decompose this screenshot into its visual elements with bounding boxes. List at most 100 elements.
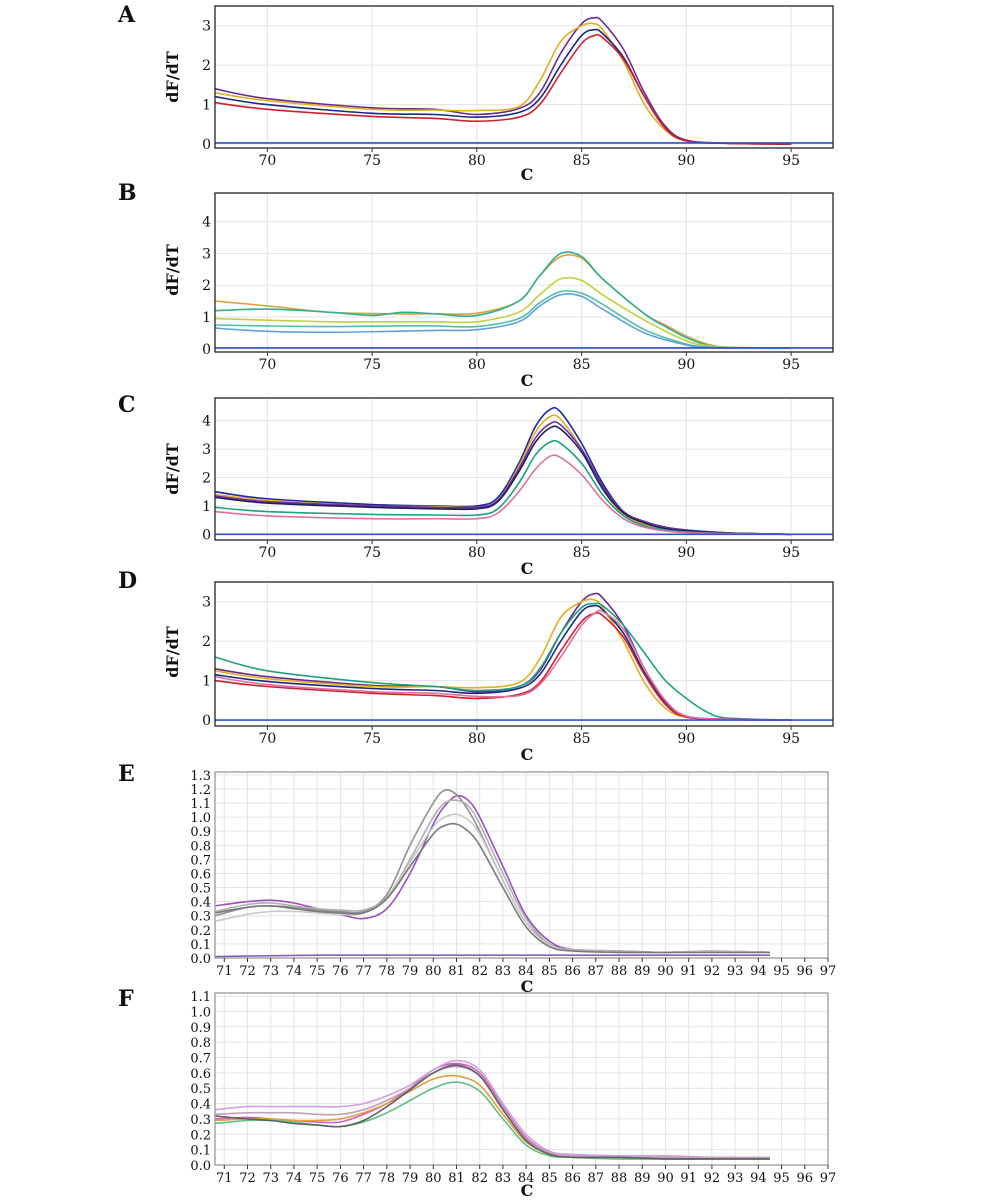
x-tick-label: 78	[379, 964, 396, 979]
y-tick-label: 0	[202, 713, 211, 729]
x-axis-label: C	[521, 745, 534, 764]
y-tick-label: 1.1	[190, 797, 211, 812]
panel-letter: E	[118, 761, 135, 787]
series-line-5	[214, 611, 792, 721]
y-tick-label: 1	[202, 499, 211, 515]
x-tick-label: 95	[782, 545, 800, 561]
x-tick-label: 70	[258, 357, 276, 373]
x-tick-label: 77	[355, 1171, 372, 1186]
x-tick-label: 71	[216, 1171, 233, 1186]
plot-frame	[214, 771, 829, 959]
y-tick-label: 0.6	[190, 1067, 211, 1082]
x-tick-label: 94	[750, 1171, 767, 1186]
x-tick-label: 90	[677, 731, 695, 747]
y-tick-label: 0	[202, 342, 211, 358]
series-line-2	[214, 251, 792, 349]
series-line-3	[214, 28, 792, 145]
x-tick-label: 82	[471, 964, 488, 979]
x-tick-label: 72	[239, 1171, 256, 1186]
x-axis-label: C	[521, 165, 534, 184]
panel-letter: F	[118, 986, 134, 1012]
x-tick-label: 85	[541, 964, 558, 979]
series-line-3	[214, 799, 771, 954]
x-tick-label: 90	[677, 357, 695, 373]
y-tick-label: 0.2	[190, 924, 211, 939]
y-tick-label: 1	[202, 674, 211, 690]
x-tick-label: 87	[588, 964, 605, 979]
series-line-5	[214, 822, 770, 954]
y-tick-label: 2	[202, 471, 211, 487]
series-line-3	[214, 602, 792, 721]
x-tick-label: 89	[634, 1171, 651, 1186]
x-tick-label: 90	[657, 964, 674, 979]
panel-e: 71 72 73 74 75 76 77 78 79 80 81 82 83 84 85 86 87 88 89 90…	[118, 761, 836, 996]
x-tick-label: 70	[258, 545, 276, 561]
x-tick-label: 79	[402, 964, 419, 979]
y-tick-label: 0.1	[190, 938, 211, 953]
y-axis-label: dF/dT	[163, 51, 182, 103]
series-line-4	[214, 425, 792, 536]
y-tick-label: 1.0	[190, 1005, 211, 1020]
y-axis-label: dF/dT	[163, 244, 182, 296]
x-tick-label: 90	[657, 1171, 674, 1186]
y-tick-label: 0.2	[190, 1128, 211, 1143]
x-tick-label: 73	[262, 1171, 279, 1186]
series-line-3	[214, 421, 792, 536]
y-tick-label: 1	[202, 310, 211, 326]
x-tick-label: 92	[704, 1171, 721, 1186]
y-tick-label: 3	[202, 595, 211, 611]
x-tick-label: 74	[286, 964, 303, 979]
y-tick-label: 0.3	[190, 910, 211, 925]
x-tick-label: 93	[727, 964, 744, 979]
y-tick-label: 0	[202, 137, 211, 153]
plot-frame	[214, 5, 834, 149]
y-tick-label: 0.8	[190, 1036, 211, 1051]
x-tick-label: 77	[355, 964, 372, 979]
panel-c: 70 75 80 85 90 95 0 1 2 3 4 CdF/dT C	[118, 392, 834, 578]
y-tick-label: 0.4	[190, 896, 211, 911]
x-axis-label: C	[521, 1181, 534, 1200]
x-tick-label: 97	[820, 1171, 837, 1186]
panel-letter: C	[118, 392, 136, 418]
y-tick-label: 0.1	[190, 1144, 211, 1159]
x-tick-label: 85	[541, 1171, 558, 1186]
x-tick-label: 75	[363, 153, 381, 169]
x-tick-label: 96	[797, 1171, 814, 1186]
y-tick-label: 2	[202, 278, 211, 294]
x-tick-label: 89	[634, 964, 651, 979]
x-tick-label: 76	[332, 964, 349, 979]
x-tick-label: 78	[379, 1171, 396, 1186]
x-tick-label: 85	[573, 357, 591, 373]
x-tick-label: 84	[518, 964, 535, 979]
series-line-1	[214, 16, 792, 145]
series-line-4	[214, 604, 792, 721]
x-tick-label: 83	[495, 1171, 512, 1186]
y-tick-label: 1.1	[190, 990, 211, 1005]
x-tick-label: 86	[564, 1171, 581, 1186]
y-tick-label: 3	[202, 246, 211, 262]
x-tick-label: 94	[750, 964, 767, 979]
x-tick-label: 95	[782, 153, 800, 169]
y-tick-label: 0.0	[190, 952, 211, 967]
y-tick-label: 4	[202, 414, 211, 430]
y-tick-label: 0.8	[190, 839, 211, 854]
panel-letter: A	[117, 2, 136, 28]
x-tick-label: 95	[782, 731, 800, 747]
y-tick-label: 0.7	[190, 853, 211, 868]
y-tick-label: 0.7	[190, 1052, 211, 1067]
x-tick-label: 95	[782, 357, 800, 373]
x-tick-label: 81	[448, 964, 465, 979]
panel-letter: D	[118, 568, 137, 594]
y-tick-label: 0.5	[190, 1082, 211, 1097]
panel-a: 70 75 80 85 90 95 0 1 2 3 AdF/dT C	[117, 2, 834, 184]
y-tick-label: 0.4	[190, 1098, 211, 1113]
x-tick-label: 85	[573, 153, 591, 169]
x-tick-label: 79	[402, 1171, 419, 1186]
x-tick-label: 80	[425, 1171, 442, 1186]
series-line-6	[214, 609, 792, 721]
x-tick-label: 97	[820, 964, 837, 979]
y-tick-label: 1.2	[190, 783, 211, 798]
x-tick-label: 72	[239, 964, 256, 979]
x-tick-label: 80	[468, 357, 486, 373]
